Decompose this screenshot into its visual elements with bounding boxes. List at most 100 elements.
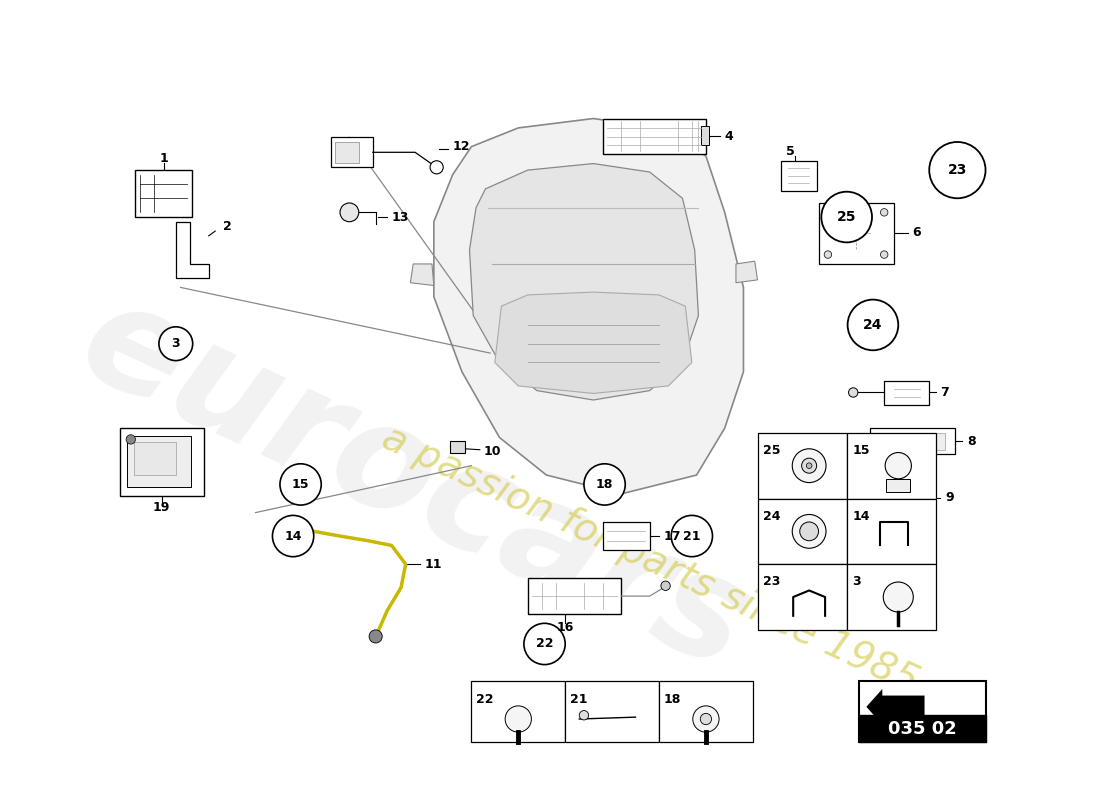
Circle shape <box>584 464 625 505</box>
Bar <box>603 522 650 550</box>
Circle shape <box>661 581 670 590</box>
Text: 13: 13 <box>392 210 409 223</box>
Circle shape <box>505 706 531 732</box>
Polygon shape <box>176 222 209 278</box>
Text: 3: 3 <box>172 338 180 350</box>
Bar <box>758 564 847 630</box>
Circle shape <box>273 515 314 557</box>
Circle shape <box>701 714 712 725</box>
Text: 21: 21 <box>570 693 587 706</box>
Text: eurocars: eurocars <box>59 269 771 700</box>
Text: 5: 5 <box>786 145 794 158</box>
Bar <box>859 715 986 742</box>
Bar <box>565 682 659 742</box>
Bar <box>859 682 986 742</box>
Bar <box>870 428 955 454</box>
Circle shape <box>880 251 888 258</box>
Circle shape <box>930 142 986 198</box>
Circle shape <box>824 251 832 258</box>
Text: 23: 23 <box>763 575 781 589</box>
Circle shape <box>671 515 713 557</box>
Circle shape <box>430 161 443 174</box>
Bar <box>874 433 945 450</box>
Bar <box>884 382 930 405</box>
Circle shape <box>158 327 192 361</box>
Circle shape <box>880 209 888 216</box>
Text: 24: 24 <box>864 318 882 332</box>
Bar <box>659 682 752 742</box>
Bar <box>847 498 936 564</box>
Polygon shape <box>847 485 931 513</box>
Polygon shape <box>736 261 758 282</box>
Circle shape <box>580 710 588 720</box>
Bar <box>781 161 816 190</box>
Bar <box>818 203 893 264</box>
Circle shape <box>524 623 565 665</box>
Text: 18: 18 <box>596 478 614 491</box>
Polygon shape <box>470 163 698 400</box>
Text: 6: 6 <box>912 226 921 239</box>
Polygon shape <box>495 292 692 394</box>
Text: 17: 17 <box>663 530 681 542</box>
Circle shape <box>883 582 913 612</box>
Text: 11: 11 <box>425 558 442 570</box>
Text: 4: 4 <box>725 130 734 143</box>
Text: 7: 7 <box>940 386 949 399</box>
Bar <box>336 142 359 162</box>
Text: 15: 15 <box>852 444 870 457</box>
Text: 23: 23 <box>948 163 967 177</box>
Text: 035 02: 035 02 <box>888 720 957 738</box>
Circle shape <box>370 630 382 643</box>
Polygon shape <box>433 118 744 494</box>
Bar <box>331 138 373 167</box>
Text: 1: 1 <box>160 152 168 166</box>
Bar <box>120 428 204 496</box>
Text: 2: 2 <box>222 220 231 233</box>
Bar <box>135 170 191 217</box>
Bar <box>701 126 708 145</box>
Bar <box>758 433 847 498</box>
Circle shape <box>806 463 812 469</box>
Bar <box>528 578 622 614</box>
Text: a passion for parts since 1985: a passion for parts since 1985 <box>375 418 924 701</box>
Circle shape <box>824 209 832 216</box>
Circle shape <box>886 453 912 479</box>
Circle shape <box>848 388 858 397</box>
Bar <box>847 564 936 630</box>
Circle shape <box>792 449 826 482</box>
Bar <box>450 442 465 453</box>
Polygon shape <box>867 689 924 725</box>
Circle shape <box>126 434 135 444</box>
Bar <box>887 479 911 492</box>
Text: 21: 21 <box>683 530 701 542</box>
Circle shape <box>800 522 818 541</box>
Text: 12: 12 <box>452 140 470 153</box>
Text: 19: 19 <box>153 502 170 514</box>
Text: 24: 24 <box>763 510 781 522</box>
Bar <box>758 498 847 564</box>
Text: 14: 14 <box>852 510 870 522</box>
Text: 22: 22 <box>536 638 553 650</box>
Text: 18: 18 <box>663 693 681 706</box>
Text: 8: 8 <box>967 434 976 448</box>
Circle shape <box>693 706 719 732</box>
Text: 3: 3 <box>852 575 861 589</box>
Text: 16: 16 <box>557 621 574 634</box>
Text: 14: 14 <box>284 530 301 542</box>
Polygon shape <box>410 264 433 286</box>
Circle shape <box>280 464 321 505</box>
Text: 25: 25 <box>763 444 781 457</box>
Bar <box>603 118 706 154</box>
Bar <box>133 442 176 475</box>
Circle shape <box>848 300 899 350</box>
Circle shape <box>792 514 826 548</box>
Text: 22: 22 <box>476 693 494 706</box>
Bar <box>126 436 190 487</box>
Text: 25: 25 <box>837 210 857 224</box>
Circle shape <box>822 192 872 242</box>
Bar <box>472 682 565 742</box>
Bar <box>847 433 936 498</box>
Text: 10: 10 <box>484 445 502 458</box>
Text: 15: 15 <box>292 478 309 491</box>
Circle shape <box>802 458 816 473</box>
